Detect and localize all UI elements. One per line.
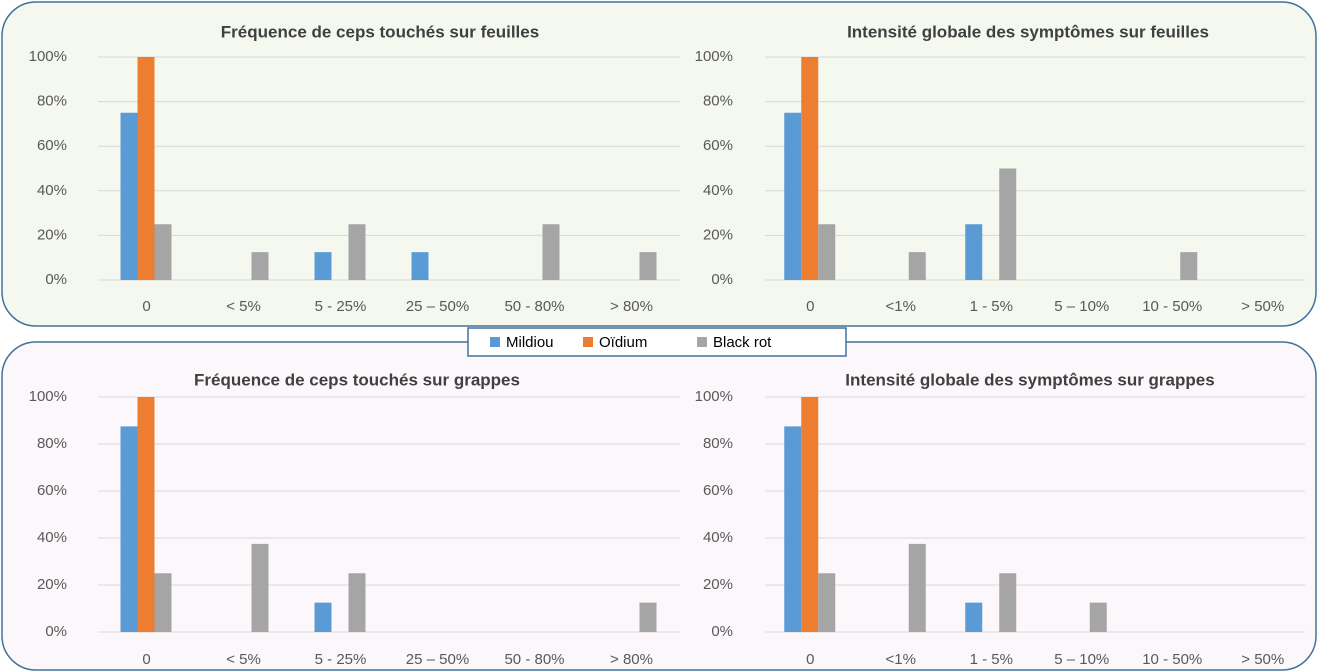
bar [251, 543, 269, 632]
bar [908, 252, 926, 280]
bar [137, 397, 155, 632]
bar [908, 543, 926, 632]
x-tick-label: 1 - 5% [970, 651, 1013, 668]
bar [818, 224, 836, 280]
bar [999, 168, 1017, 280]
x-tick-label: < 5% [226, 651, 261, 668]
bar [348, 224, 366, 280]
bar [314, 252, 332, 280]
x-tick-label: 50 - 80% [504, 651, 564, 668]
y-tick-label: 0% [45, 271, 67, 288]
y-tick-label: 40% [703, 182, 733, 199]
legend-label: Black rot [713, 334, 772, 351]
bar [965, 602, 983, 632]
y-tick-label: 60% [703, 482, 733, 499]
legend-swatch [697, 337, 707, 347]
y-tick-label: 0% [45, 623, 67, 640]
legend [467, 327, 847, 357]
x-tick-label: 25 – 50% [406, 298, 469, 315]
bottom-panel [1, 341, 1317, 671]
bar [314, 602, 332, 632]
x-tick-label: 25 – 50% [406, 651, 469, 668]
bar [120, 426, 138, 632]
y-tick-label: 80% [703, 93, 733, 110]
y-tick-label: 20% [703, 576, 733, 593]
x-tick-label: > 80% [610, 298, 653, 315]
bar [784, 426, 802, 632]
bar [784, 112, 802, 280]
x-tick-label: 5 - 25% [315, 298, 367, 315]
bar [1180, 252, 1198, 280]
y-tick-label: 40% [703, 529, 733, 546]
bar [801, 57, 819, 280]
bar [154, 573, 172, 632]
y-tick-label: 60% [37, 137, 67, 154]
y-tick-label: 60% [703, 137, 733, 154]
x-tick-label: > 80% [610, 651, 653, 668]
bar [639, 252, 657, 280]
y-tick-label: 80% [703, 435, 733, 452]
bar [965, 224, 983, 280]
legend-box [467, 327, 847, 357]
y-tick-label: 40% [37, 529, 67, 546]
x-tick-label: > 50% [1241, 298, 1284, 315]
y-tick-label: 100% [695, 48, 733, 65]
bar [154, 224, 172, 280]
x-tick-label: 0 [142, 298, 150, 315]
x-tick-label: 5 – 10% [1054, 651, 1109, 668]
x-tick-label: 0 [806, 298, 814, 315]
y-tick-label: 80% [37, 93, 67, 110]
bar [1089, 602, 1107, 632]
bar [137, 57, 155, 280]
x-tick-label: 10 - 50% [1142, 298, 1202, 315]
x-tick-label: 0 [142, 651, 150, 668]
legend-label: Mildiou [506, 334, 554, 351]
chart-title: Fréquence de ceps touchés sur grappes [194, 370, 520, 389]
x-tick-label: 50 - 80% [504, 298, 564, 315]
bar [348, 573, 366, 632]
y-tick-label: 100% [29, 48, 67, 65]
chart-title: Intensité globale des symptômes sur grap… [845, 370, 1214, 389]
legend-swatch [490, 337, 500, 347]
bar [542, 224, 560, 280]
y-tick-label: 60% [37, 482, 67, 499]
legend-swatch [583, 337, 593, 347]
x-tick-label: 10 - 50% [1142, 651, 1202, 668]
y-tick-label: 20% [37, 226, 67, 243]
y-tick-label: 20% [37, 576, 67, 593]
chart-title: Intensité globale des symptômes sur feui… [847, 22, 1209, 41]
y-tick-label: 0% [711, 623, 733, 640]
x-tick-label: > 50% [1241, 651, 1284, 668]
bar [120, 112, 138, 280]
x-tick-label: < 5% [226, 298, 261, 315]
x-tick-label: <1% [886, 298, 916, 315]
x-tick-label: 5 - 25% [315, 651, 367, 668]
legend-label: Oïdium [599, 334, 647, 351]
y-tick-label: 100% [695, 388, 733, 405]
y-tick-label: 80% [37, 435, 67, 452]
x-tick-label: 5 – 10% [1054, 298, 1109, 315]
y-tick-label: 20% [703, 226, 733, 243]
bar [818, 573, 836, 632]
bar [801, 397, 819, 632]
bar [639, 602, 657, 632]
y-tick-label: 100% [29, 388, 67, 405]
y-tick-label: 40% [37, 182, 67, 199]
x-tick-label: 0 [806, 651, 814, 668]
bar [251, 252, 269, 280]
x-tick-label: 1 - 5% [970, 298, 1013, 315]
top-panel [1, 1, 1317, 327]
bar [411, 252, 429, 280]
y-tick-label: 0% [711, 271, 733, 288]
bar [999, 573, 1017, 632]
chart-title: Fréquence de ceps touchés sur feuilles [221, 22, 539, 41]
x-tick-label: <1% [886, 651, 916, 668]
